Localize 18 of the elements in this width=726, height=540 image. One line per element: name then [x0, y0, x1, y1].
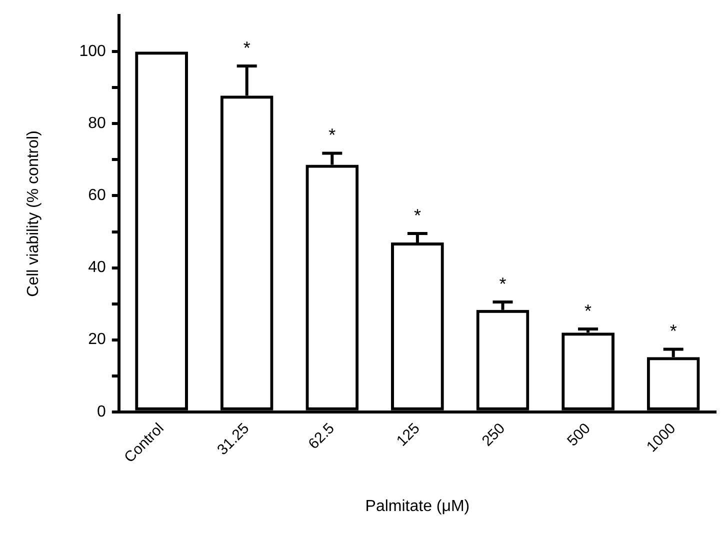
y-tick-label: 60 — [88, 187, 106, 204]
y-axis-title: Cell viability (% control) — [25, 130, 42, 297]
x-tick-label: 125 — [393, 420, 424, 450]
annotation: * — [243, 38, 250, 58]
y-tick-label: 20 — [88, 331, 106, 348]
y-tick-label: 0 — [96, 403, 106, 420]
x-tick-label: 62.5 — [305, 420, 338, 453]
x-tick-label: 500 — [564, 420, 594, 450]
y-tick-label: 40 — [88, 259, 106, 276]
annotation: * — [670, 321, 677, 342]
y-tick-label: 100 — [79, 43, 106, 60]
annotation: * — [414, 206, 421, 226]
annotation: * — [328, 125, 336, 146]
annotation: * — [499, 274, 506, 294]
y-tick-label: 80 — [88, 115, 106, 132]
x-tick-label: 250 — [478, 420, 509, 450]
x-axis-title: Palmitate (μM) — [365, 498, 470, 515]
annotation: * — [584, 300, 592, 321]
